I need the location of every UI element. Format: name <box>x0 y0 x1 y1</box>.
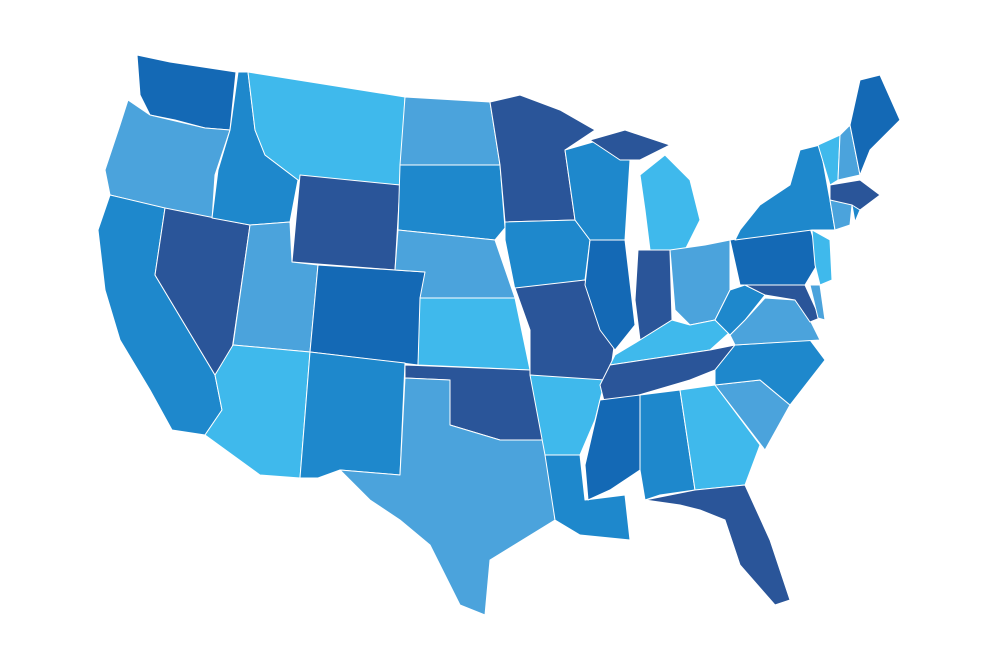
arizona <box>204 344 311 479</box>
michigan-upper <box>589 129 671 161</box>
iowa <box>504 219 591 291</box>
states <box>97 54 901 616</box>
oregon <box>104 99 231 221</box>
colorado <box>309 264 426 366</box>
delaware <box>809 284 826 321</box>
texas <box>339 377 556 616</box>
maine <box>849 74 901 176</box>
new-york <box>734 144 836 241</box>
wyoming <box>291 174 401 271</box>
arkansas <box>529 374 606 456</box>
new-mexico <box>299 351 406 479</box>
louisiana <box>544 454 631 541</box>
florida <box>644 484 791 606</box>
new-jersey <box>811 229 833 286</box>
michigan <box>639 154 701 251</box>
north-dakota <box>399 96 501 166</box>
south-dakota <box>397 164 506 241</box>
georgia <box>679 384 761 491</box>
kansas <box>417 297 531 371</box>
rhode-island <box>851 204 861 223</box>
illinois <box>584 239 636 351</box>
connecticut <box>829 199 853 231</box>
maryland <box>744 284 821 323</box>
